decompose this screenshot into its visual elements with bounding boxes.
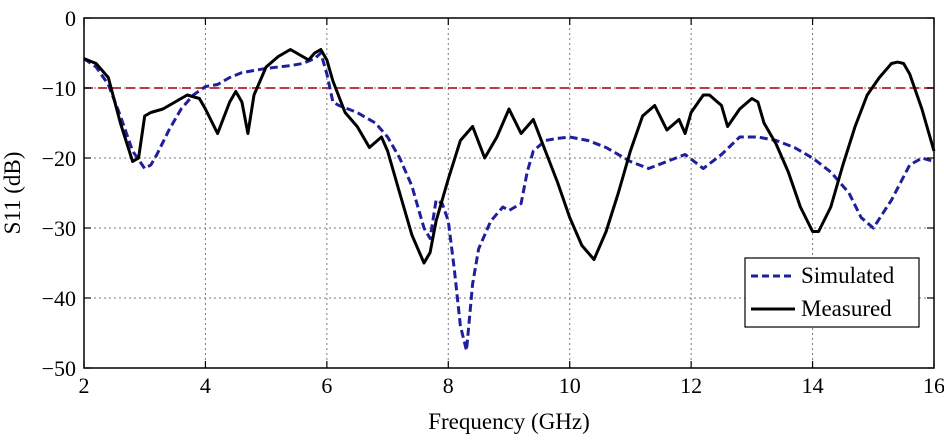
x-tick-label: 12 (680, 373, 702, 398)
x-tick-label: 16 (923, 373, 944, 398)
x-tick-label: 2 (79, 373, 90, 398)
y-tick-label: 0 (65, 6, 76, 31)
y-tick-label: −50 (42, 356, 76, 381)
x-axis-label: Frequency (GHz) (428, 409, 590, 434)
y-axis-label: S11 (dB) (0, 152, 25, 235)
x-tick-label: 14 (802, 373, 824, 398)
legend-box (744, 257, 920, 328)
y-tick-label: −10 (42, 76, 76, 101)
y-tick-label: −30 (42, 216, 76, 241)
x-tick-labels: 2 4 6 8 10 12 14 16 (79, 373, 944, 398)
tick-marks (83, 17, 935, 369)
x-tick-label: 8 (443, 373, 454, 398)
series-line-simulated (83, 51, 935, 352)
y-tick-label: −40 (42, 286, 76, 311)
series-line-measured (83, 48, 936, 265)
x-tick-label: 6 (321, 373, 332, 398)
y-tick-labels: 0 −10 −20 −30 −40 −50 (42, 6, 76, 381)
grid (84, 18, 934, 368)
legend: Simulated Measured (744, 257, 920, 328)
x-tick-label: 4 (200, 373, 211, 398)
plot-frame (83, 17, 935, 369)
y-tick-label: −20 (42, 146, 76, 171)
legend-label-simulated: Simulated (801, 263, 895, 288)
legend-label-measured: Measured (801, 296, 892, 321)
x-tick-label: 10 (559, 373, 581, 398)
series-group (83, 48, 936, 352)
